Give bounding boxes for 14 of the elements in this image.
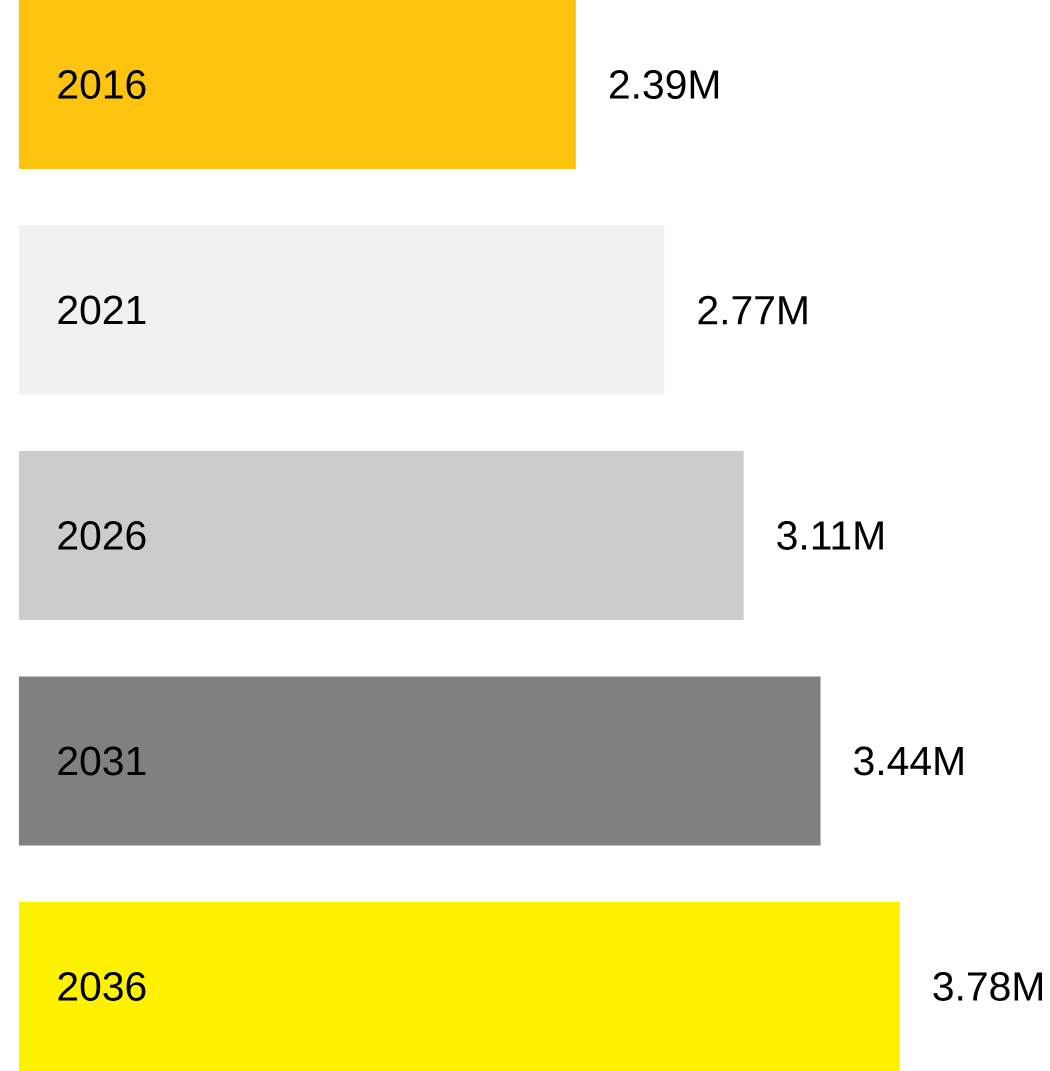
bar bbox=[18, 0, 576, 170]
y-tick-label: 2031 bbox=[58, 746, 146, 776]
y-tick-label: 2026 bbox=[58, 521, 146, 550]
data-label: 2.77M bbox=[698, 295, 807, 325]
y-tick-label: 2021 bbox=[58, 295, 146, 325]
bar bbox=[18, 901, 900, 1071]
data-label: 3.44M bbox=[854, 746, 963, 776]
data-label: 2.39M bbox=[610, 70, 719, 100]
bar bbox=[18, 676, 821, 846]
data-label: 3.11M bbox=[777, 521, 883, 550]
y-tick-label: 2036 bbox=[58, 971, 146, 1001]
data-label: 3.78M bbox=[933, 971, 1043, 1001]
y-tick-label: 2016 bbox=[58, 70, 146, 100]
bar bbox=[18, 450, 744, 621]
